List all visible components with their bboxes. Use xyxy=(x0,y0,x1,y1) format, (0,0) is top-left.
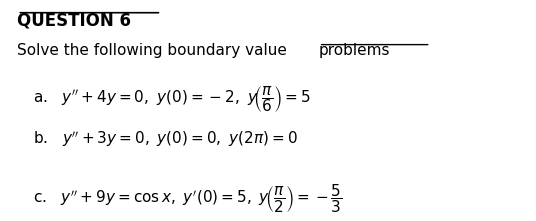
Text: c.   $y''+9y=\cos x,\ y'(0)=5,\ y\!\left(\dfrac{\pi}{2}\right)=-\dfrac{5}{3}$: c. $y''+9y=\cos x,\ y'(0)=5,\ y\!\left(\… xyxy=(33,183,343,215)
Text: b.   $y''+3y=0,\ y(0)=0,\ y(2\pi)=0$: b. $y''+3y=0,\ y(0)=0,\ y(2\pi)=0$ xyxy=(33,129,298,149)
Text: Solve the following boundary value: Solve the following boundary value xyxy=(17,43,292,57)
Text: QUESTION 6: QUESTION 6 xyxy=(17,12,131,30)
Text: problems: problems xyxy=(319,43,390,57)
Text: a.   $y''+4y=0,\ y(0)=-2,\ y\!\left(\dfrac{\pi}{6}\right)=5$: a. $y''+4y=0,\ y(0)=-2,\ y\!\left(\dfrac… xyxy=(33,84,311,114)
